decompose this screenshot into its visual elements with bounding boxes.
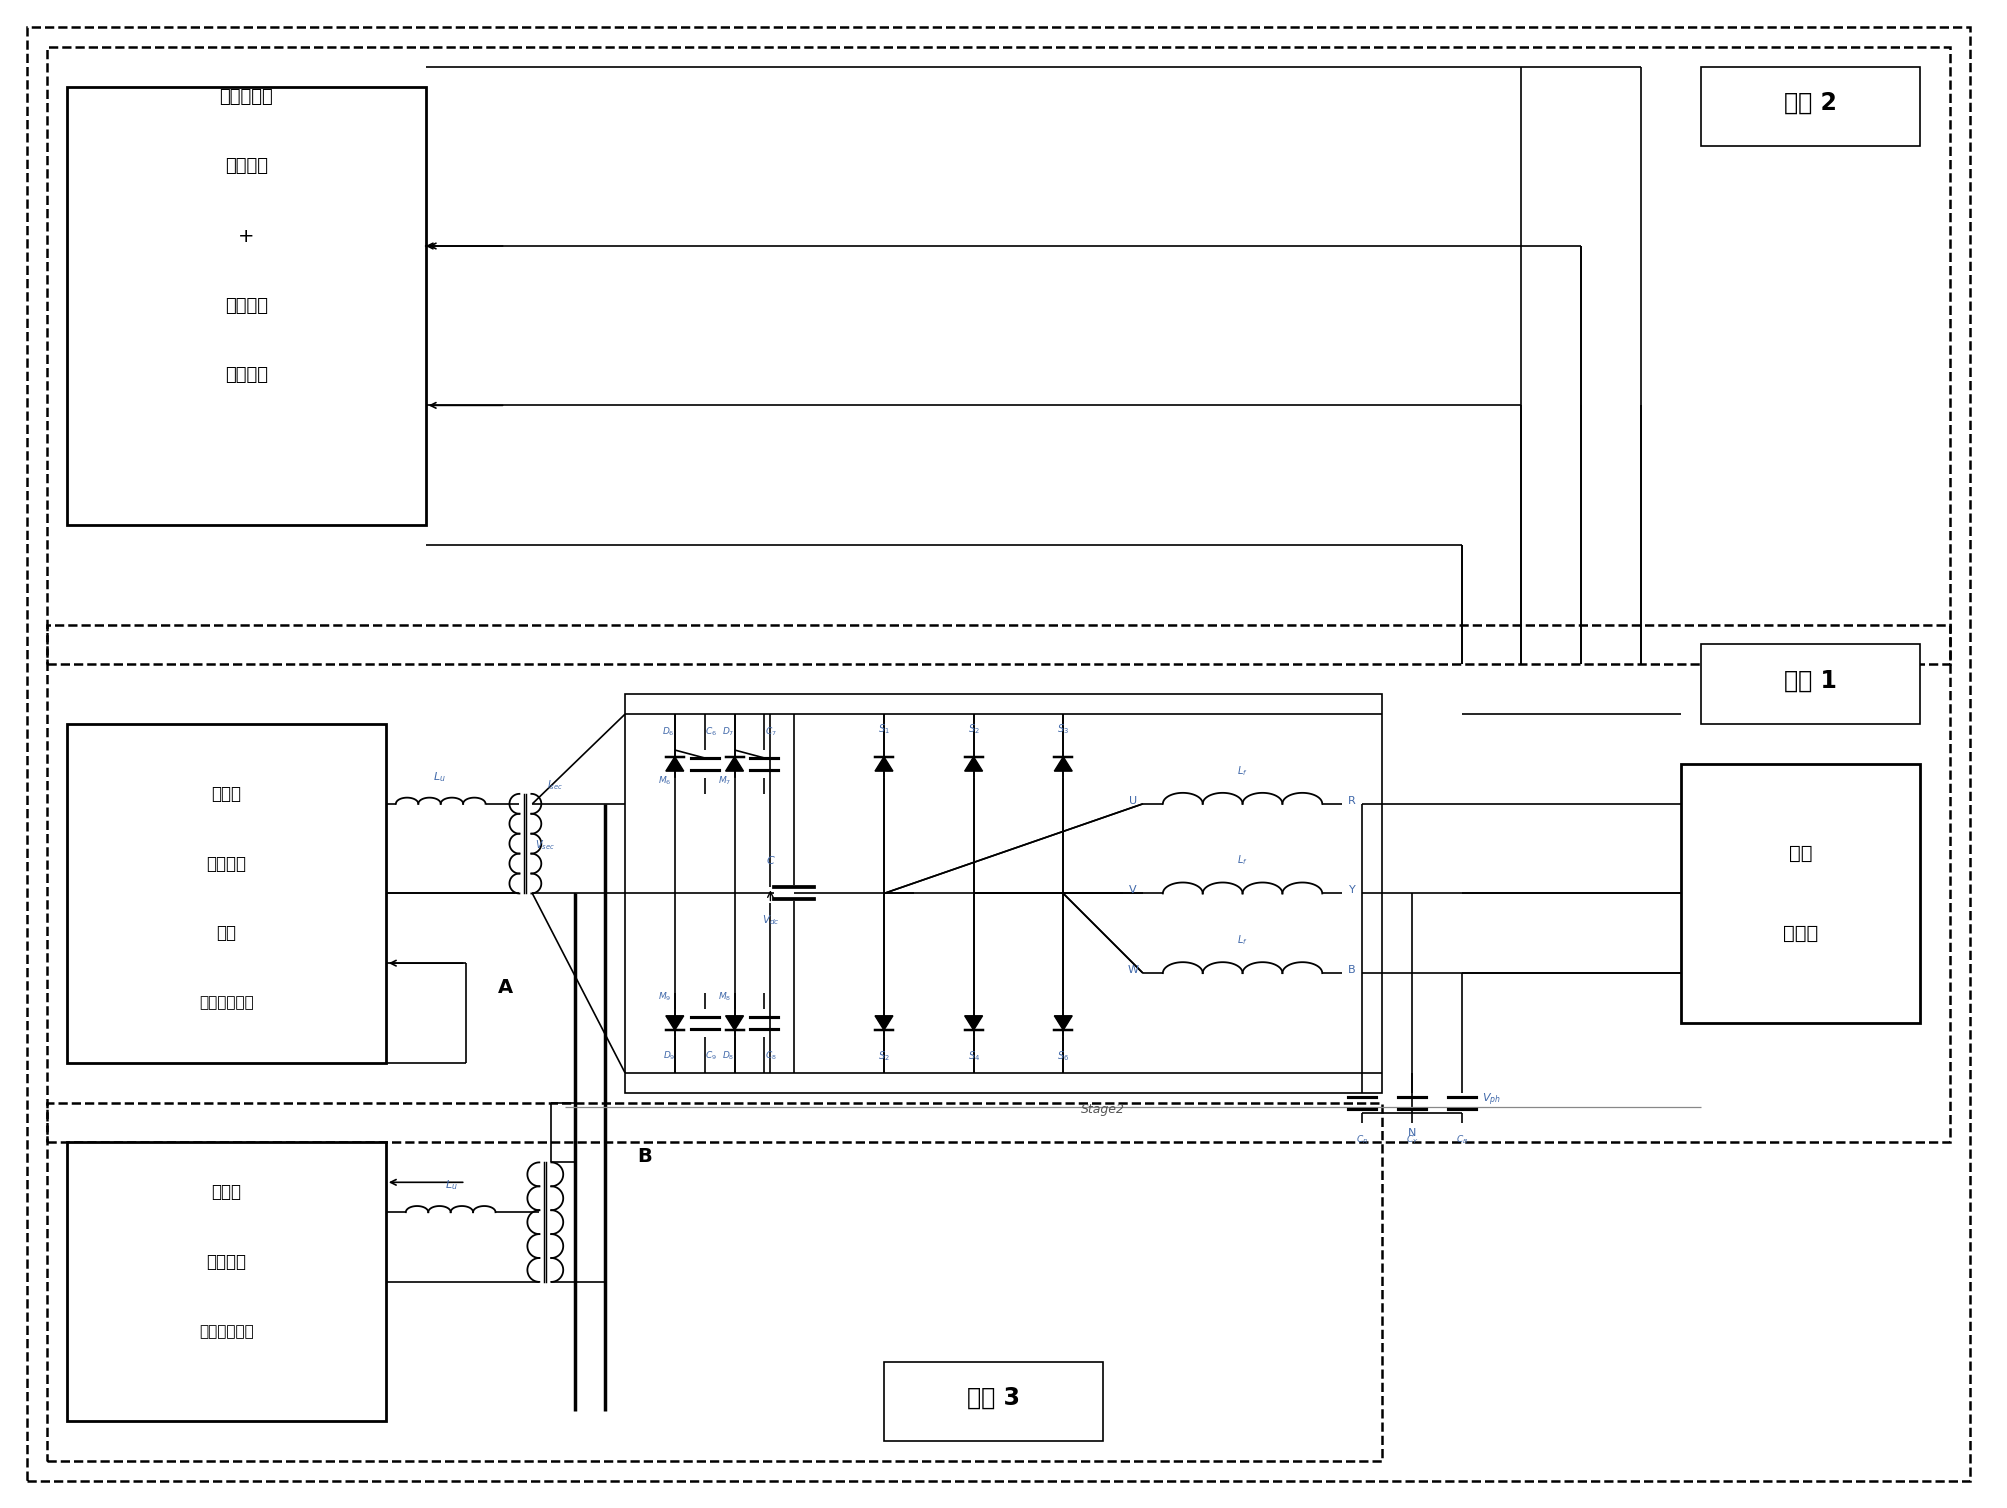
Bar [66, 724, 385, 1063]
Text: 电单车: 电单车 [211, 1184, 241, 1202]
Text: 拓扑 1: 拓扑 1 [1784, 668, 1836, 692]
Text: 拓扑 3: 拓扑 3 [967, 1386, 1020, 1410]
Text: R: R [1349, 796, 1357, 805]
Text: 慢充模块: 慢充模块 [225, 157, 269, 175]
Text: $C_9$: $C_9$ [704, 1050, 716, 1062]
Polygon shape [965, 1016, 983, 1030]
Text: B: B [1349, 965, 1357, 976]
Text: 电动车: 电动车 [211, 784, 241, 802]
Text: 直流快充: 直流快充 [207, 855, 247, 873]
Text: $S_6$: $S_6$ [1058, 1048, 1070, 1063]
Text: $D_8$: $D_8$ [723, 1050, 735, 1062]
Text: $M_7$: $M_7$ [719, 775, 731, 787]
Text: $C_8$: $C_8$ [765, 1050, 777, 1062]
Text: （多个并联）: （多个并联） [199, 1324, 255, 1339]
Text: 手机共享: 手机共享 [225, 297, 269, 315]
Polygon shape [727, 1016, 743, 1030]
Polygon shape [875, 757, 893, 771]
Text: $M_8$: $M_8$ [719, 991, 731, 1003]
Polygon shape [965, 757, 983, 771]
Text: 模块: 模块 [217, 924, 237, 942]
Text: $V_{dc}$: $V_{dc}$ [761, 914, 779, 927]
Polygon shape [727, 757, 743, 771]
Bar [48, 624, 1949, 1143]
Polygon shape [1054, 1016, 1072, 1030]
Bar [1680, 765, 1921, 1022]
Polygon shape [875, 1016, 893, 1030]
Text: W: W [1128, 965, 1138, 976]
Text: $C_Y$: $C_Y$ [1405, 1134, 1419, 1146]
Text: 电动车交流: 电动车交流 [219, 87, 273, 106]
Text: $M_6$: $M_6$ [658, 775, 672, 787]
Text: 充电模块: 充电模块 [225, 366, 269, 385]
Bar [1700, 644, 1921, 724]
Text: $L_f$: $L_f$ [1236, 854, 1248, 867]
Text: （多个并联）: （多个并联） [199, 995, 255, 1010]
Text: $C_6$: $C_6$ [704, 725, 716, 737]
Text: 充电模块: 充电模块 [207, 1253, 247, 1271]
Text: $L_u$: $L_u$ [434, 771, 446, 784]
Text: V: V [1130, 885, 1136, 896]
Text: $C_7$: $C_7$ [765, 725, 777, 737]
Text: $S_2$: $S_2$ [879, 1048, 889, 1063]
Text: $V_{sec}$: $V_{sec}$ [536, 838, 556, 852]
Text: +: + [239, 226, 255, 246]
Polygon shape [1054, 757, 1072, 771]
Text: $L_f$: $L_f$ [1236, 765, 1248, 778]
Text: Y: Y [1349, 885, 1355, 896]
Text: $S_3$: $S_3$ [1058, 722, 1070, 736]
Text: $L_u$: $L_u$ [446, 1178, 458, 1193]
Text: $V_{ph}$: $V_{ph}$ [1481, 1092, 1501, 1108]
Text: 三相: 三相 [1788, 844, 1812, 863]
Text: $D_7$: $D_7$ [723, 725, 735, 737]
Text: $C$: $C$ [765, 854, 775, 866]
Text: $I_{sec}$: $I_{sec}$ [548, 778, 564, 792]
Text: 拓扑 2: 拓扑 2 [1784, 90, 1836, 115]
Bar [48, 1102, 1383, 1461]
Text: $S_1$: $S_1$ [879, 722, 889, 736]
Bar [883, 1362, 1104, 1442]
Text: Stage2: Stage2 [1082, 1102, 1126, 1116]
Bar [1700, 66, 1921, 146]
Text: $D_6$: $D_6$ [662, 725, 674, 737]
Text: $S_2$: $S_2$ [967, 722, 979, 736]
Bar [66, 86, 425, 525]
Text: $L_f$: $L_f$ [1236, 933, 1248, 947]
Text: N: N [1407, 1128, 1417, 1139]
Text: A: A [498, 979, 514, 997]
Text: $S_4$: $S_4$ [967, 1048, 979, 1063]
Bar [48, 47, 1949, 665]
Text: $C_B$: $C_B$ [1455, 1134, 1467, 1146]
Text: U: U [1128, 796, 1138, 805]
Bar [66, 1143, 385, 1422]
Text: $D_9$: $D_9$ [662, 1050, 674, 1062]
Text: $C_R$: $C_R$ [1357, 1134, 1369, 1146]
Text: B: B [638, 1148, 652, 1166]
Bar [624, 694, 1383, 1093]
Polygon shape [666, 1016, 684, 1030]
Text: 交流电: 交流电 [1782, 924, 1818, 942]
Polygon shape [666, 757, 684, 771]
Text: $M_9$: $M_9$ [658, 991, 672, 1003]
